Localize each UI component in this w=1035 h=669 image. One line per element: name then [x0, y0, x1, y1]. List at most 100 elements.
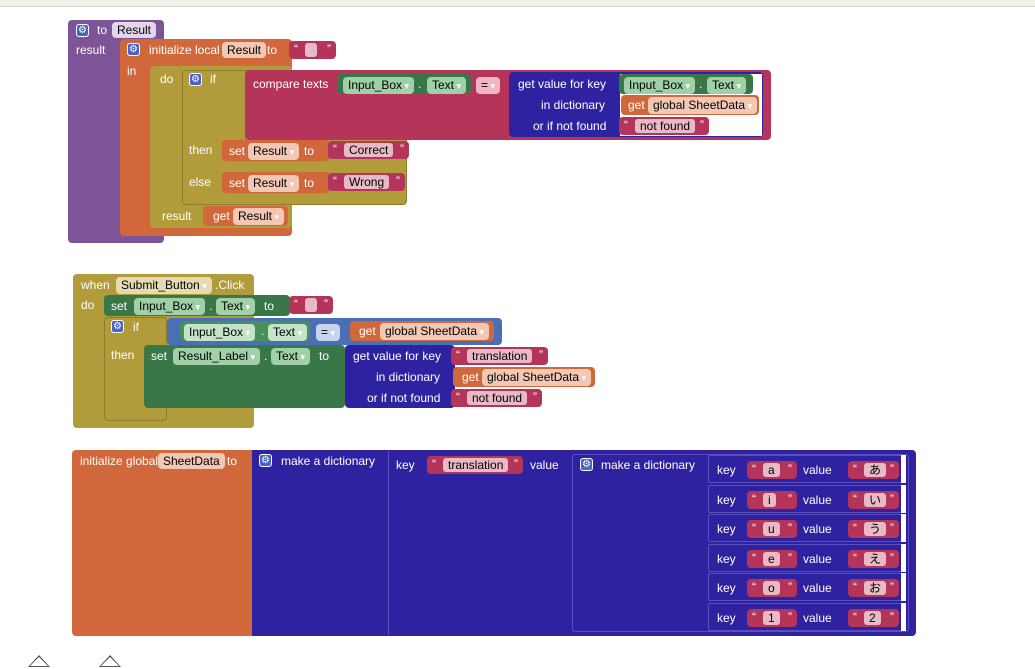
- compare-operator-dropdown[interactable]: =: [476, 77, 501, 94]
- init-local-to-label: to: [267, 43, 278, 57]
- text-block-key[interactable]: “o”: [747, 579, 797, 597]
- get-label: get: [628, 98, 645, 112]
- compare-texts-label: compare texts: [253, 77, 329, 91]
- key-label: key: [717, 493, 736, 507]
- dict-pair-row[interactable]: key “u” value “う”: [708, 514, 905, 542]
- text-block-key[interactable]: “u”: [747, 520, 797, 538]
- property-dropdown[interactable]: Text: [271, 348, 311, 365]
- component-dropdown[interactable]: Submit_Button: [116, 277, 212, 294]
- empty-text-block[interactable]: “ ”: [289, 41, 336, 59]
- in-dictionary-label: in dictionary: [376, 370, 441, 384]
- property-dropdown[interactable]: Text: [707, 77, 747, 94]
- get-value-label: get value for key: [518, 77, 607, 91]
- key-label: key: [717, 463, 736, 477]
- socket-gap: [901, 485, 906, 513]
- if-label: if: [133, 320, 139, 334]
- global-var-dropdown[interactable]: global SheetData: [482, 369, 592, 386]
- gear-icon[interactable]: ⚙: [189, 73, 202, 86]
- dot-label: .: [699, 77, 703, 91]
- var-dropdown[interactable]: Result: [233, 208, 285, 225]
- workspace-top-border: [0, 0, 1035, 7]
- text-block-value[interactable]: “あ”: [848, 461, 899, 479]
- then-label: then: [111, 348, 135, 362]
- value-label: value: [803, 581, 832, 595]
- text-block-translation[interactable]: “ translation ”: [427, 456, 523, 474]
- global-var-dropdown[interactable]: global SheetData: [648, 97, 758, 114]
- in-label: in: [127, 64, 137, 78]
- text-block-value[interactable]: “う”: [848, 520, 899, 538]
- text-block-key[interactable]: “a”: [747, 461, 797, 479]
- var-dropdown[interactable]: Result: [248, 175, 300, 192]
- global-var-dropdown[interactable]: global SheetData: [380, 323, 490, 340]
- empty-text-block[interactable]: “ ”: [289, 296, 333, 314]
- dict-pair-row[interactable]: key “e” value “え”: [708, 544, 905, 572]
- text-block-wrong[interactable]: “ Wrong ”: [328, 173, 405, 191]
- text-block-key[interactable]: “e”: [747, 550, 797, 568]
- local-var-name-field[interactable]: Result: [222, 42, 267, 58]
- value-label: value: [530, 458, 559, 472]
- gear-icon[interactable]: ⚙: [580, 458, 593, 471]
- key-label: key: [717, 611, 736, 625]
- when-label: when: [81, 278, 110, 292]
- text-block-not-found[interactable]: “ not found ”: [619, 117, 709, 135]
- property-dropdown[interactable]: Text: [427, 77, 467, 94]
- gear-icon[interactable]: ⚙: [259, 454, 272, 467]
- gear-icon[interactable]: ⚙: [76, 24, 89, 37]
- text-block-not-found[interactable]: “ not found ”: [451, 389, 542, 407]
- text-block-translation[interactable]: “ translation ”: [451, 347, 548, 365]
- text-block-key[interactable]: “1”: [747, 609, 797, 627]
- dict-pair-row[interactable]: key “i” value “い”: [708, 485, 905, 513]
- text-block-value[interactable]: “お”: [848, 579, 899, 597]
- result-return-label: result: [162, 209, 192, 223]
- value-label: value: [803, 522, 832, 536]
- key-label: key: [717, 581, 736, 595]
- component-dropdown[interactable]: Result_Label: [173, 348, 261, 365]
- component-dropdown[interactable]: Input_Box: [624, 77, 696, 94]
- get-label: get: [359, 324, 376, 338]
- key-label: key: [717, 522, 736, 536]
- component-dropdown[interactable]: Input_Box: [343, 77, 415, 94]
- text-block-value[interactable]: “2”: [848, 609, 899, 627]
- dict-pair-row[interactable]: key “a” value “あ”: [708, 455, 905, 483]
- warning-triangle-icon[interactable]: [99, 655, 121, 667]
- set-label: set: [111, 299, 128, 313]
- procedure-name-field[interactable]: Result: [112, 22, 157, 38]
- make-dictionary-label: make a dictionary: [281, 454, 376, 468]
- or-if-not-found-label: or if not found: [533, 119, 607, 133]
- component-dropdown[interactable]: Input_Box: [184, 324, 256, 341]
- do-label: do: [160, 72, 174, 86]
- get-label: get: [213, 209, 230, 223]
- socket-gap: [901, 603, 906, 631]
- do-label: do: [81, 298, 95, 312]
- component-dropdown[interactable]: Input_Box: [134, 298, 206, 315]
- pair-outer[interactable]: [388, 451, 913, 635]
- text-block-correct[interactable]: “ Correct ”: [328, 141, 409, 159]
- else-label: else: [189, 175, 212, 189]
- value-label: value: [803, 552, 832, 566]
- procedure-to-label: to: [97, 23, 108, 37]
- compare-operator-dropdown[interactable]: =: [316, 324, 341, 341]
- get-value-for-key-block[interactable]: [345, 345, 455, 408]
- property-dropdown[interactable]: Text: [268, 324, 308, 341]
- var-dropdown[interactable]: Result: [248, 143, 300, 160]
- property-dropdown[interactable]: Text: [216, 298, 256, 315]
- gear-icon[interactable]: ⚙: [127, 43, 140, 56]
- trash-triangle-icon[interactable]: [28, 655, 50, 667]
- socket-gap: [901, 573, 906, 601]
- event-name-label: .Click: [215, 278, 245, 292]
- set-label: set: [151, 349, 168, 363]
- socket-gap: [901, 544, 906, 572]
- dot-label: .: [209, 299, 213, 313]
- text-block-value[interactable]: “い”: [848, 491, 899, 509]
- gear-icon[interactable]: ⚙: [111, 320, 124, 333]
- to-label: to: [319, 349, 330, 363]
- dict-pair-row[interactable]: key “o” value “お”: [708, 573, 905, 601]
- to-label: to: [304, 144, 315, 158]
- dict-pair-row[interactable]: key “1” value “2”: [708, 603, 905, 631]
- text-block-key[interactable]: “i”: [747, 491, 797, 509]
- global-var-name-field[interactable]: SheetData: [158, 453, 225, 469]
- make-dictionary-inner[interactable]: [572, 454, 909, 632]
- procedure-result-label: result: [76, 43, 106, 57]
- socket-gap: [901, 514, 906, 542]
- text-block-value[interactable]: “え”: [848, 550, 899, 568]
